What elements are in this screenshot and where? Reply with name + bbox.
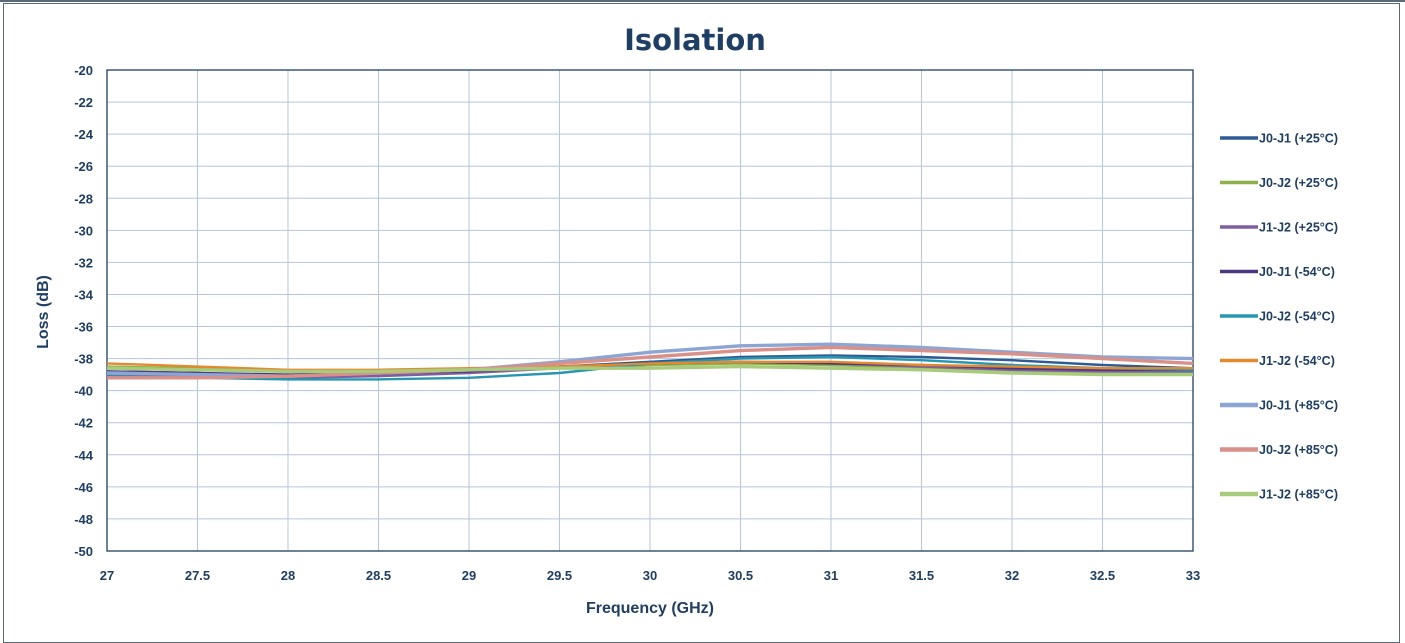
x-axis-label: Frequency (GHz) — [586, 600, 714, 617]
legend-label: J0-J1 (+85°C) — [1259, 399, 1338, 413]
legend-label: J0-J2 (+85°C) — [1259, 443, 1338, 457]
chart-title: Isolation — [624, 23, 766, 57]
x-tick-label: 28 — [281, 568, 295, 583]
legend-label: J1-J2 (+25°C) — [1259, 221, 1338, 235]
y-tick-label: -20 — [74, 63, 93, 78]
x-tick-label: 29 — [462, 568, 476, 583]
y-tick-label: -28 — [74, 191, 93, 206]
legend-label: J0-J1 (+25°C) — [1259, 132, 1338, 146]
x-tick-label: 30.5 — [728, 568, 753, 583]
y-tick-label: -50 — [74, 544, 93, 559]
legend-label: J0-J2 (-54°C) — [1259, 310, 1335, 324]
series-lines — [106, 342, 1194, 381]
y-axis-label: Loss (dB) — [35, 275, 52, 349]
x-tick-label: 32 — [1005, 568, 1019, 583]
legend-label: J0-J1 (-54°C) — [1259, 265, 1335, 279]
series-line-8 — [107, 345, 1194, 380]
y-tick-label: -44 — [74, 448, 94, 463]
y-tick-label: -34 — [74, 287, 94, 302]
legend-label: J0-J2 (+25°C) — [1259, 176, 1338, 190]
legend-label: J1-J2 (-54°C) — [1259, 354, 1335, 368]
x-tick-label: 33 — [1186, 568, 1200, 583]
x-tick-label: 32.5 — [1090, 568, 1115, 583]
y-tick-label: -30 — [74, 223, 93, 238]
x-tick-label: 31.5 — [909, 568, 934, 583]
x-axis-ticks: 27 27.5 28 28.5 29 29.5 30 30.5 31 31.5 32 32.5 33 — [100, 568, 1200, 583]
y-tick-label: -40 — [74, 384, 93, 399]
y-tick-label: -42 — [74, 416, 93, 431]
y-tick-label: -26 — [74, 159, 93, 174]
x-tick-label: 31 — [824, 568, 838, 583]
top-border — [0, 0, 1405, 2]
isolation-chart: Isolation -20 -22 -24 -26 -28 -30 -32 -34 -36 -38… — [35, 23, 1338, 617]
x-tick-label: 28.5 — [366, 568, 391, 583]
series-line-9 — [106, 364, 1193, 377]
x-tick-label: 29.5 — [547, 568, 572, 583]
plot-border — [106, 69, 1194, 552]
grid — [106, 69, 1194, 552]
y-tick-label: -36 — [74, 320, 93, 335]
plot-area — [106, 69, 1194, 552]
y-tick-label: -32 — [74, 255, 93, 270]
legend-label: J1-J2 (+85°C) — [1259, 488, 1338, 502]
y-tick-label: -24 — [74, 127, 94, 142]
y-tick-label: -22 — [74, 95, 93, 110]
x-tick-label: 30 — [643, 568, 657, 583]
y-tick-label: -46 — [74, 480, 93, 495]
y-tick-label: -48 — [74, 512, 93, 527]
x-tick-label: 27.5 — [185, 568, 210, 583]
x-tick-label: 27 — [100, 568, 114, 583]
y-axis-ticks: -20 -22 -24 -26 -28 -30 -32 -34 -36 -38 -40 -42 -44 -… — [74, 63, 94, 559]
y-tick-label: -38 — [74, 352, 93, 367]
legend: J0-J1 (+25°C) J0-J2 (+25°C) J1-J2 (+25°C) J… — [1220, 132, 1338, 502]
